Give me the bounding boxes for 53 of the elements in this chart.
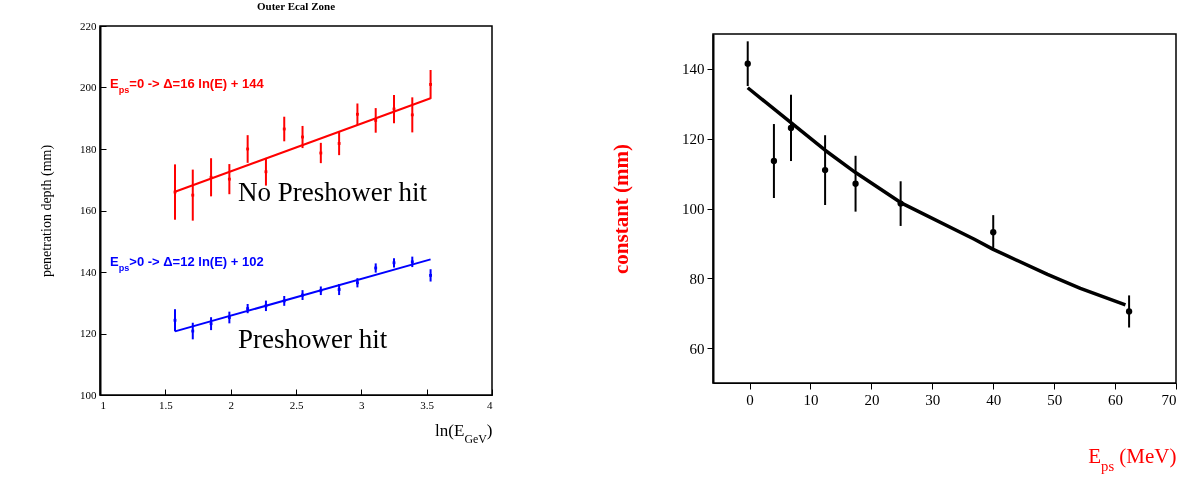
point [356,112,359,116]
y-axis-title: penetration depth (mm) [39,144,55,278]
y-tick-label: 200 [80,81,97,93]
point [744,60,751,67]
point [787,124,795,132]
y-axis-title: constant (mm) [609,143,633,275]
x-tick-label: 2 [228,398,234,411]
point [374,118,378,122]
x-axis-title: ln(E$_{GeV}$) [435,420,493,446]
y-tick-label: 220 [80,19,97,32]
point [852,180,859,187]
x-tick-label: 30 [925,391,941,408]
x-tick-label: 3.5 [420,398,435,411]
y-tick-label: 160 [80,204,97,216]
y-tick-label: 100 [682,201,705,217]
y-tick-label: 60 [689,340,705,357]
x-tick-label: 0 [746,391,754,408]
point [337,288,341,291]
point [770,157,778,165]
x-axis-title: E$_{ps}$ (MeV) [1088,443,1177,474]
text: E$_{ps}$=0 -> Δ=16 ln(E) + 144 [110,76,265,96]
y-tick-label: 120 [682,131,705,148]
y-tick-label: 80 [689,270,705,287]
point [227,177,231,181]
x-tick-label: 4 [487,398,493,411]
y-tick-label: 120 [80,327,97,339]
x-tick-label: 50 [1047,391,1063,408]
y-tick-label: 180 [80,142,97,155]
point [337,142,341,145]
chart-title: Outer Ecal Zone [256,0,336,12]
x-tick-label: 70 [1161,391,1177,408]
point [246,307,250,311]
x-tick-label: 2.5 [289,398,304,411]
x-tick-label: 60 [1108,391,1124,408]
annotation: Preshower hit [238,324,388,354]
text: E$_{ps}$>0 -> Δ=12 ln(E) + 102 [110,253,264,273]
annotation: No Preshower hit [238,177,428,207]
y-tick-label: 140 [80,265,97,278]
x-tick-label: 20 [864,391,880,408]
x-tick-label: 3 [359,398,366,411]
y-tick-label: 140 [682,61,705,78]
x-tick-label: 10 [803,391,819,408]
point [356,281,359,285]
point [410,260,414,264]
x-tick-label: 1 [100,398,106,411]
x-tick-label: 1.5 [158,398,174,411]
point [410,113,414,117]
point [821,166,829,174]
x-tick-label: 40 [986,391,1002,408]
point [1125,308,1133,315]
point [990,229,997,236]
y-tick-label: 100 [80,388,97,401]
point [191,193,195,197]
